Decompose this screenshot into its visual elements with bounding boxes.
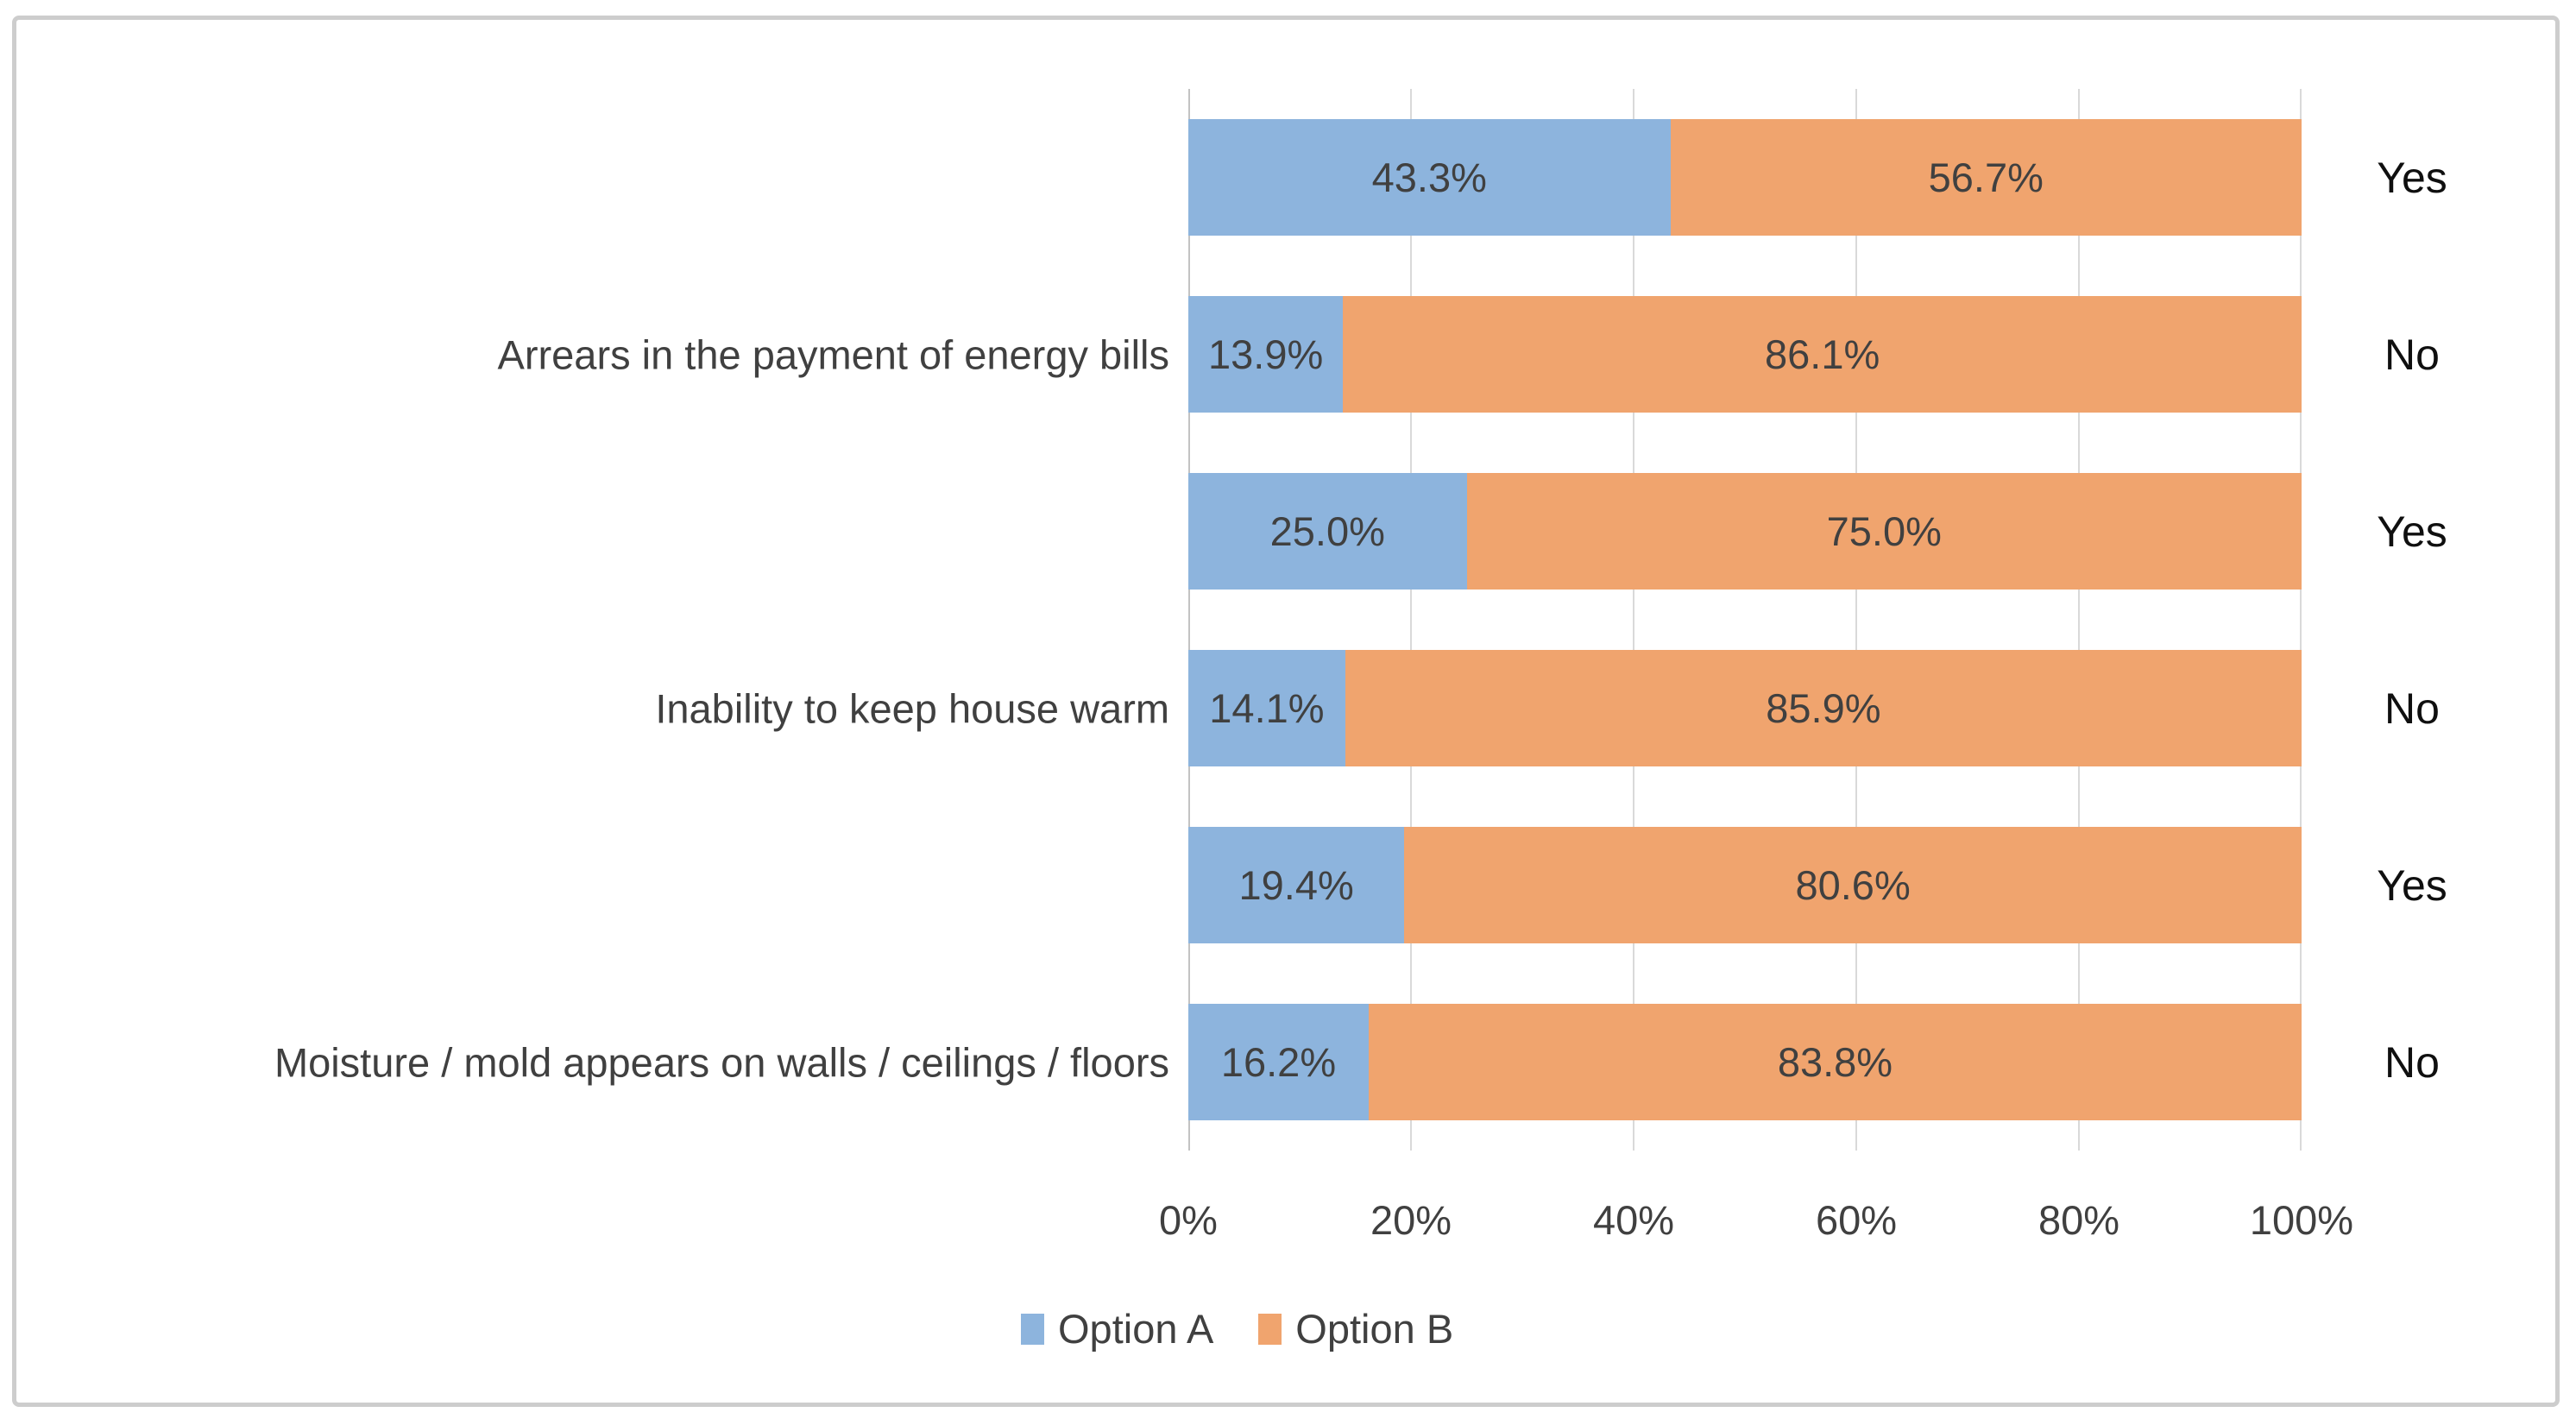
option-a-swatch-icon: [1021, 1313, 1044, 1345]
answer-axis: Yes No Yes No Yes No: [2313, 0, 2511, 1425]
legend: Option A Option B: [1021, 1305, 1453, 1352]
gridline-100: [2300, 89, 2302, 1151]
gridline-80: [2078, 89, 2080, 1151]
data-label-option-b: 85.9%: [1766, 685, 1881, 731]
data-label-option-b: 80.6%: [1795, 862, 1911, 908]
legend-label-option-b: Option B: [1295, 1306, 1454, 1352]
bar-segment-option-b: 56.7%: [1670, 119, 2302, 236]
bar-segment-option-b: 86.1%: [1343, 296, 2302, 413]
x-tick-40: 40%: [1592, 1197, 1675, 1243]
bar-segment-option-b: 80.6%: [1404, 827, 2302, 943]
bar-segment-option-a: 19.4%: [1188, 827, 1405, 943]
bar-segment-option-b: 83.8%: [1368, 1004, 2302, 1120]
y-axis-line: [1188, 89, 1190, 1151]
data-label-option-b: 83.8%: [1777, 1039, 1893, 1085]
gridline-60: [1855, 89, 1857, 1151]
bar-segment-option-b: 85.9%: [1345, 650, 2302, 766]
gridline-40: [1633, 89, 1634, 1151]
legend-item-option-b: Option B: [1258, 1305, 1453, 1352]
bar-arrears-yes: 43.3% 56.7%: [1188, 119, 2302, 236]
category-label-moisture: Moisture / mold appears on walls / ceili…: [274, 1039, 1169, 1086]
x-tick-80: 80%: [2037, 1197, 2120, 1243]
data-label-option-a: 43.3%: [1371, 154, 1487, 200]
bar-warmth-no: 14.1% 85.9%: [1188, 650, 2302, 766]
bar-segment-option-a: 25.0%: [1188, 473, 1467, 590]
category-label-arrears: Arrears in the payment of energy bills: [497, 331, 1169, 378]
answer-label-no: No: [2384, 331, 2440, 379]
bar-moisture-no: 16.2% 83.8%: [1188, 1004, 2302, 1120]
data-label-option-b: 56.7%: [1928, 154, 2044, 200]
data-label-option-a: 25.0%: [1269, 508, 1385, 554]
option-b-swatch-icon: [1258, 1313, 1282, 1345]
data-label-option-a: 19.4%: [1238, 862, 1354, 908]
data-label-option-b: 86.1%: [1765, 331, 1880, 377]
bar-arrears-no: 13.9% 86.1%: [1188, 296, 2302, 413]
answer-label-yes: Yes: [2377, 508, 2447, 556]
data-label-option-a: 13.9%: [1208, 331, 1324, 377]
x-tick-60: 60%: [1815, 1197, 1898, 1243]
category-axis: Arrears in the payment of energy bills I…: [26, 0, 1169, 1425]
data-label-option-a: 16.2%: [1220, 1039, 1337, 1085]
bar-segment-option-a: 16.2%: [1188, 1004, 1369, 1120]
bar-segment-option-a: 43.3%: [1188, 119, 1671, 236]
legend-item-option-a: Option A: [1021, 1305, 1213, 1352]
x-axis: 0% 20% 40% 60% 80% 100%: [0, 1196, 2576, 1248]
answer-label-no: No: [2384, 684, 2440, 733]
bar-segment-option-a: 14.1%: [1188, 650, 1345, 766]
plot-area: 43.3% 56.7% 13.9% 86.1% 25.0% 75.0% 14.1…: [1188, 89, 2302, 1151]
bar-segment-option-a: 13.9%: [1188, 296, 1344, 413]
answer-label-yes: Yes: [2377, 154, 2447, 202]
category-label-warmth: Inability to keep house warm: [655, 685, 1169, 732]
x-tick-0: 0%: [1159, 1197, 1218, 1243]
data-label-option-b: 75.0%: [1826, 508, 1942, 554]
bar-segment-option-b: 75.0%: [1466, 473, 2302, 590]
gridline-20: [1410, 89, 1412, 1151]
x-tick-100: 100%: [2249, 1197, 2354, 1243]
answer-label-no: No: [2384, 1038, 2440, 1087]
answer-label-yes: Yes: [2377, 861, 2447, 910]
bar-warmth-yes: 25.0% 75.0%: [1188, 473, 2302, 590]
bar-moisture-yes: 19.4% 80.6%: [1188, 827, 2302, 943]
data-label-option-a: 14.1%: [1209, 685, 1325, 731]
legend-label-option-a: Option A: [1058, 1306, 1214, 1352]
x-tick-20: 20%: [1370, 1197, 1452, 1243]
